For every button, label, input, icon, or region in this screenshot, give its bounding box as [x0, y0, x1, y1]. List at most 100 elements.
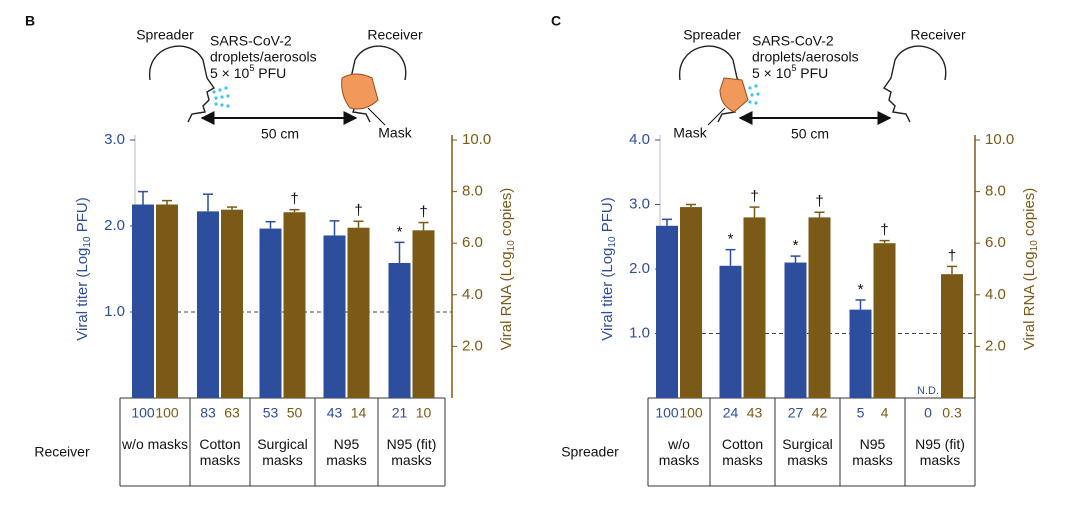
y-axis-label-part: Viral titer (Log — [74, 248, 91, 341]
agent-label: droplets/aerosols — [752, 49, 859, 65]
droplets — [748, 84, 760, 105]
y-tick-label: 2.0 — [104, 217, 125, 234]
bar — [784, 262, 807, 398]
spreader-label: Spreader — [683, 27, 741, 43]
y-tick-label: 4.0 — [629, 131, 650, 148]
bar — [680, 207, 702, 398]
annotation: † — [880, 222, 888, 239]
x-tick-label: w/o masks — [121, 436, 189, 452]
percent-label: 14 — [351, 405, 367, 421]
y2-axis-label: Viral RNA (Log10 copies) — [498, 188, 517, 351]
dose-text: 5 × 10 — [210, 65, 250, 81]
y2-tick-label: 8.0 — [462, 183, 483, 200]
bar — [156, 204, 178, 398]
bar — [388, 262, 411, 398]
x-tick-label: w/o masks — [658, 436, 700, 468]
y2-axis-label-part: 10 — [506, 240, 517, 252]
panel-label: B — [25, 13, 35, 29]
agent-label: SARS-CoV-2 — [210, 33, 292, 49]
dose-exp: 5 — [249, 63, 254, 73]
y2-tick-label: 4.0 — [462, 286, 483, 303]
y2-tick-label: 8.0 — [985, 183, 1006, 200]
x-tick-label: Cotton masks — [199, 436, 241, 468]
receiver-head — [882, 45, 947, 123]
y2-axis-label-part: 10 — [1029, 240, 1040, 252]
distance-label: 50 cm — [791, 126, 829, 142]
mask-label: Mask — [673, 125, 707, 141]
bar — [132, 204, 154, 398]
y-axis-label-part: PFU) — [74, 197, 91, 236]
dose-text: PFU — [254, 65, 286, 81]
x-tick-label: N95 masks — [326, 436, 367, 468]
y-axis-label-part: 10 — [607, 236, 618, 248]
annotation: * — [728, 231, 734, 248]
annotation: * — [858, 281, 864, 298]
y2-tick-label: 4.0 — [985, 286, 1006, 303]
percent-label: 42 — [812, 405, 828, 421]
x-tick-label: N95 (fit) masks — [915, 436, 965, 468]
bar — [412, 230, 435, 398]
mask-label: Mask — [378, 125, 412, 141]
percent-label: 0 — [924, 405, 932, 421]
agent-label: droplets/aerosols — [210, 49, 317, 65]
bar — [656, 225, 678, 398]
y2-tick-label: 10.0 — [985, 131, 1014, 148]
percent-label: 10 — [416, 405, 432, 421]
dose-label: 5 × 105 PFU — [210, 63, 286, 80]
y2-axis-label-part: Viral RNA (Log — [498, 251, 515, 350]
y-axis-label-part: PFU) — [599, 197, 616, 236]
mask-shape — [719, 77, 749, 113]
percent-label: 100 — [131, 405, 155, 421]
x-tick-label: Surgical masks — [782, 436, 833, 468]
receiver-label: Receiver — [367, 27, 423, 43]
y2-axis-label-part: Viral RNA (Log — [1021, 251, 1038, 350]
bar — [849, 309, 872, 398]
bar — [221, 209, 243, 398]
droplets — [212, 86, 230, 108]
annotation: † — [290, 191, 298, 208]
y2-axis-label: Viral RNA (Log10 copies) — [1021, 188, 1040, 351]
diagram: Spreader SARS-CoV-2 droplets/aerosols 5 … — [136, 27, 423, 142]
percent-label: 100 — [679, 405, 703, 421]
bar — [719, 265, 742, 398]
x-tick-label: N95 masks — [852, 436, 893, 468]
x-tick-label: Cotton masks — [721, 436, 764, 468]
y2-tick-label: 2.0 — [462, 337, 483, 354]
percent-label: 4 — [881, 405, 889, 421]
percent-label: 21 — [392, 405, 408, 421]
y-tick-label: 1.0 — [104, 303, 125, 320]
annotation: † — [948, 247, 956, 264]
percent-label: 24 — [723, 405, 739, 421]
percent-label: 100 — [155, 405, 179, 421]
y-tick-label: 1.0 — [629, 324, 650, 341]
mask-shape — [341, 73, 379, 110]
bar — [347, 227, 370, 398]
percent-label: 5 — [857, 405, 865, 421]
y2-tick-label: 10.0 — [462, 131, 491, 148]
bar — [873, 243, 896, 398]
annotation: * — [793, 237, 799, 254]
receiver-label: Receiver — [910, 27, 966, 43]
annotation: † — [419, 204, 427, 221]
y-tick-label: 3.0 — [629, 195, 650, 212]
spreader-head — [149, 45, 216, 123]
distance-label: 50 cm — [261, 126, 299, 142]
y-axis-label: Viral titer (Log10 PFU) — [599, 197, 618, 340]
y2-axis-label-part: copies) — [498, 188, 515, 241]
mask-pointer — [367, 107, 386, 126]
dose-text: 5 × 10 — [752, 65, 792, 81]
spreader-label: Spreader — [136, 27, 194, 43]
percent-label: 63 — [224, 405, 240, 421]
row-label: Receiver — [34, 444, 90, 460]
panel-label: C — [551, 13, 561, 29]
bar — [941, 274, 963, 398]
y-axis-label: Viral titer (Log10 PFU) — [74, 197, 93, 340]
bar — [743, 217, 766, 398]
x-tick-label: N95 (fit) masks — [386, 436, 437, 468]
annotation: N.D. — [917, 385, 939, 397]
y2-axis-label-part: copies) — [1021, 188, 1038, 241]
percent-label: 50 — [287, 405, 303, 421]
mask-pointer — [707, 107, 726, 126]
